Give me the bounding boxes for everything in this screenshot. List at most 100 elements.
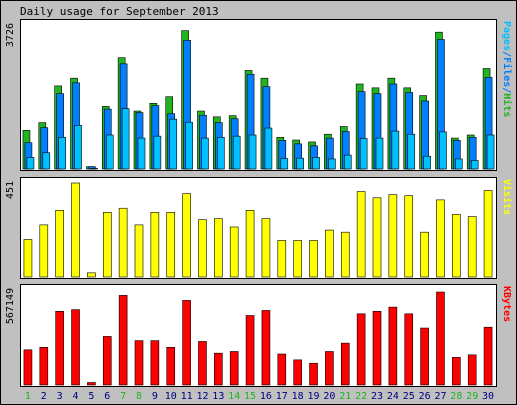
bar-kbytes-day-7 (118, 295, 128, 386)
bar-pages-day-15 (248, 134, 257, 170)
x-tick-label-day-10: 10 (165, 391, 177, 402)
bar-pages-day-2 (42, 152, 51, 170)
panel-kbytes-frame (20, 284, 497, 387)
x-tick-label-day-29: 29 (466, 391, 478, 402)
bar-pages-day-13 (217, 137, 225, 170)
bar-visits-day-26 (420, 231, 429, 278)
panel-usage-legend: Pages/Files/Hits (501, 21, 513, 117)
chart-title: Daily usage for September 2013 (20, 5, 219, 18)
x-tick-label-day-13: 13 (212, 391, 224, 402)
panel-kbytes-legend: KBytes (501, 286, 512, 322)
bar-kbytes-day-20 (325, 351, 334, 386)
bar-visits-day-13 (214, 218, 223, 278)
bar-visits-day-30 (483, 190, 493, 278)
bar-pages-day-1 (26, 157, 35, 170)
bar-pages-day-17 (280, 158, 289, 170)
bar-visits-day-18 (293, 240, 302, 278)
bar-pages-day-23 (375, 137, 384, 170)
bar-kbytes-day-26 (420, 327, 429, 386)
bar-visits-day-23 (372, 197, 382, 278)
bar-pages-day-18 (296, 157, 304, 170)
bar-pages-day-21 (343, 154, 352, 170)
bar-visits-day-25 (404, 195, 414, 278)
bar-pages-day-3 (58, 137, 66, 170)
bar-kbytes-day-16 (261, 310, 271, 386)
x-tick-label-day-3: 3 (57, 391, 63, 402)
bar-pages-day-26 (423, 155, 431, 170)
panel-kbytes: 567149 KBytes (5, 284, 512, 387)
legend-entry-pages: Pages (501, 21, 512, 51)
x-tick-label-day-23: 23 (371, 391, 383, 402)
panel-visits-max-label: 451 (5, 181, 16, 199)
x-tick-label-day-17: 17 (276, 391, 288, 402)
x-tick-label-day-26: 26 (419, 391, 431, 402)
x-tick-label-day-11: 11 (181, 391, 193, 402)
bar-kbytes-day-27 (436, 291, 445, 386)
bar-kbytes-day-23 (372, 310, 382, 386)
bar-kbytes-day-6 (102, 336, 112, 386)
bar-pages-day-5 (90, 167, 98, 170)
bar-kbytes-day-30 (483, 326, 493, 386)
bar-pages-day-11 (185, 121, 193, 170)
bar-visits-day-21 (340, 231, 350, 278)
bar-visits-day-11 (182, 193, 191, 278)
bar-kbytes-day-15 (245, 315, 255, 386)
bar-kbytes-day-3 (55, 310, 64, 386)
bar-visits-day-20 (325, 229, 334, 278)
x-tick-label-day-19: 19 (308, 391, 320, 402)
bar-visits-day-12 (198, 219, 207, 278)
panel-usage-max-label: 3726 (5, 23, 16, 47)
bar-pages-day-9 (153, 135, 162, 170)
bar-pages-day-27 (439, 131, 447, 170)
panel-kbytes-max-label: 567149 (5, 288, 16, 324)
x-tick-label-day-30: 30 (482, 391, 494, 402)
bar-pages-day-14 (232, 135, 241, 170)
bar-pages-day-7 (121, 108, 130, 170)
bar-visits-day-2 (39, 224, 49, 278)
bar-visits-day-28 (452, 214, 461, 278)
panel-visits: 451 Visits (5, 177, 513, 279)
x-tick-label-day-27: 27 (434, 391, 446, 402)
bar-kbytes-day-14 (229, 351, 239, 386)
bar-visits-day-29 (467, 216, 477, 278)
bar-pages-day-10 (169, 118, 178, 170)
x-tick-label-day-15: 15 (244, 391, 256, 402)
bar-kbytes-day-4 (71, 309, 80, 386)
x-tick-label-day-14: 14 (228, 391, 240, 402)
x-tick-label-day-18: 18 (292, 391, 304, 402)
bar-pages-day-29 (470, 160, 479, 170)
bar-kbytes-day-17 (277, 353, 287, 386)
bar-visits-day-1 (23, 239, 33, 278)
bar-pages-day-16 (264, 127, 273, 170)
legend-entry-slash: / (501, 87, 512, 93)
bar-visits-day-15 (245, 210, 255, 278)
x-tick-label-day-1: 1 (25, 391, 31, 402)
x-tick-label-day-8: 8 (136, 391, 142, 402)
legend-entry-kbytes: KBytes (501, 286, 512, 322)
bar-kbytes-day-19 (309, 362, 318, 386)
x-tick-label-day-4: 4 (73, 391, 79, 402)
bar-kbytes-day-8 (134, 340, 144, 386)
legend-entry-slash: / (501, 51, 512, 57)
bar-pages-day-4 (74, 125, 82, 170)
bar-pages-day-8 (137, 137, 146, 170)
x-tick-label-day-22: 22 (355, 391, 367, 402)
bar-visits-day-10 (166, 212, 176, 278)
panel-visits-frame (20, 177, 497, 279)
x-tick-label-day-28: 28 (450, 391, 462, 402)
bar-visits-day-5 (87, 272, 96, 278)
bar-visits-day-9 (150, 212, 160, 278)
bar-visits-day-22 (356, 191, 366, 278)
bar-pages-day-12 (201, 137, 209, 170)
bar-pages-day-30 (486, 134, 495, 170)
panel-usage: 3726 Pages/Files/Hits (5, 19, 513, 171)
bar-kbytes-day-22 (356, 313, 366, 386)
x-tick-label-day-9: 9 (152, 391, 158, 402)
panel-visits-legend: Visits (501, 179, 513, 215)
bar-visits-day-24 (388, 194, 398, 278)
bar-kbytes-day-5 (87, 382, 96, 386)
bar-kbytes-day-21 (340, 342, 350, 386)
bar-visits-day-4 (71, 182, 80, 278)
bar-pages-day-28 (455, 158, 463, 170)
